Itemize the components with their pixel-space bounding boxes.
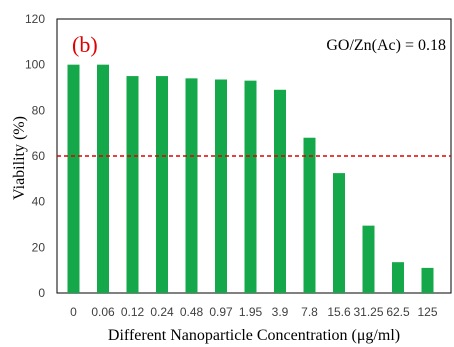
bars-group xyxy=(67,64,434,294)
y-tick-label: 60 xyxy=(32,149,46,163)
x-tick-label: 0.24 xyxy=(150,305,174,319)
bar-31.25 xyxy=(362,225,375,293)
bar-0.12 xyxy=(126,76,139,293)
x-tick-label: 0.97 xyxy=(209,305,233,319)
panel-label: (b) xyxy=(72,32,98,57)
x-tick-label: 3.9 xyxy=(272,305,289,319)
x-tick-label: 1.95 xyxy=(239,305,263,319)
x-tick-labels: 0 0.06 0.12 0.24 0.48 0.97 1.95 3.9 7.8 15.6 31.25… xyxy=(70,305,438,319)
x-tick-label: 125 xyxy=(417,305,437,319)
y-tick-label: 40 xyxy=(32,195,46,209)
bar-0 xyxy=(67,64,80,294)
y-axis-title: Viability (%) xyxy=(11,116,28,200)
y-tick-label: 120 xyxy=(25,12,45,26)
bar-0.48 xyxy=(185,78,198,293)
x-tick-label: 0.06 xyxy=(91,305,115,319)
y-tick-label: 80 xyxy=(32,103,46,117)
bar-3.9 xyxy=(274,89,286,294)
y-tick-labels: 0 20 40 60 80 100 120 xyxy=(25,12,45,300)
y-tick-label: 100 xyxy=(25,58,45,72)
bar-7.8 xyxy=(303,137,316,293)
x-tick-label: 0.48 xyxy=(180,305,204,319)
ratio-annotation: GO/Zn(Ac) = 0.18 xyxy=(326,37,446,54)
y-tick-label: 20 xyxy=(32,240,46,254)
x-tick-label: 0.12 xyxy=(121,305,145,319)
x-axis-title: Different Nanoparticle Concentration (μg… xyxy=(108,327,400,344)
bar-0.97 xyxy=(215,79,227,293)
bar-0.06 xyxy=(97,64,109,294)
x-tick-label: 7.8 xyxy=(301,305,318,319)
y-tick-label: 0 xyxy=(38,286,45,300)
x-tick-label: 0 xyxy=(70,305,77,319)
bar-62.5 xyxy=(392,262,404,293)
bar-125 xyxy=(421,267,434,293)
bar-1.95 xyxy=(244,80,257,294)
bar-15.6 xyxy=(333,173,345,293)
x-tick-label: 62.5 xyxy=(386,305,410,319)
x-tick-label: 15.6 xyxy=(327,305,351,319)
x-tick-label: 31.25 xyxy=(353,305,383,319)
bar-0.24 xyxy=(156,76,168,293)
